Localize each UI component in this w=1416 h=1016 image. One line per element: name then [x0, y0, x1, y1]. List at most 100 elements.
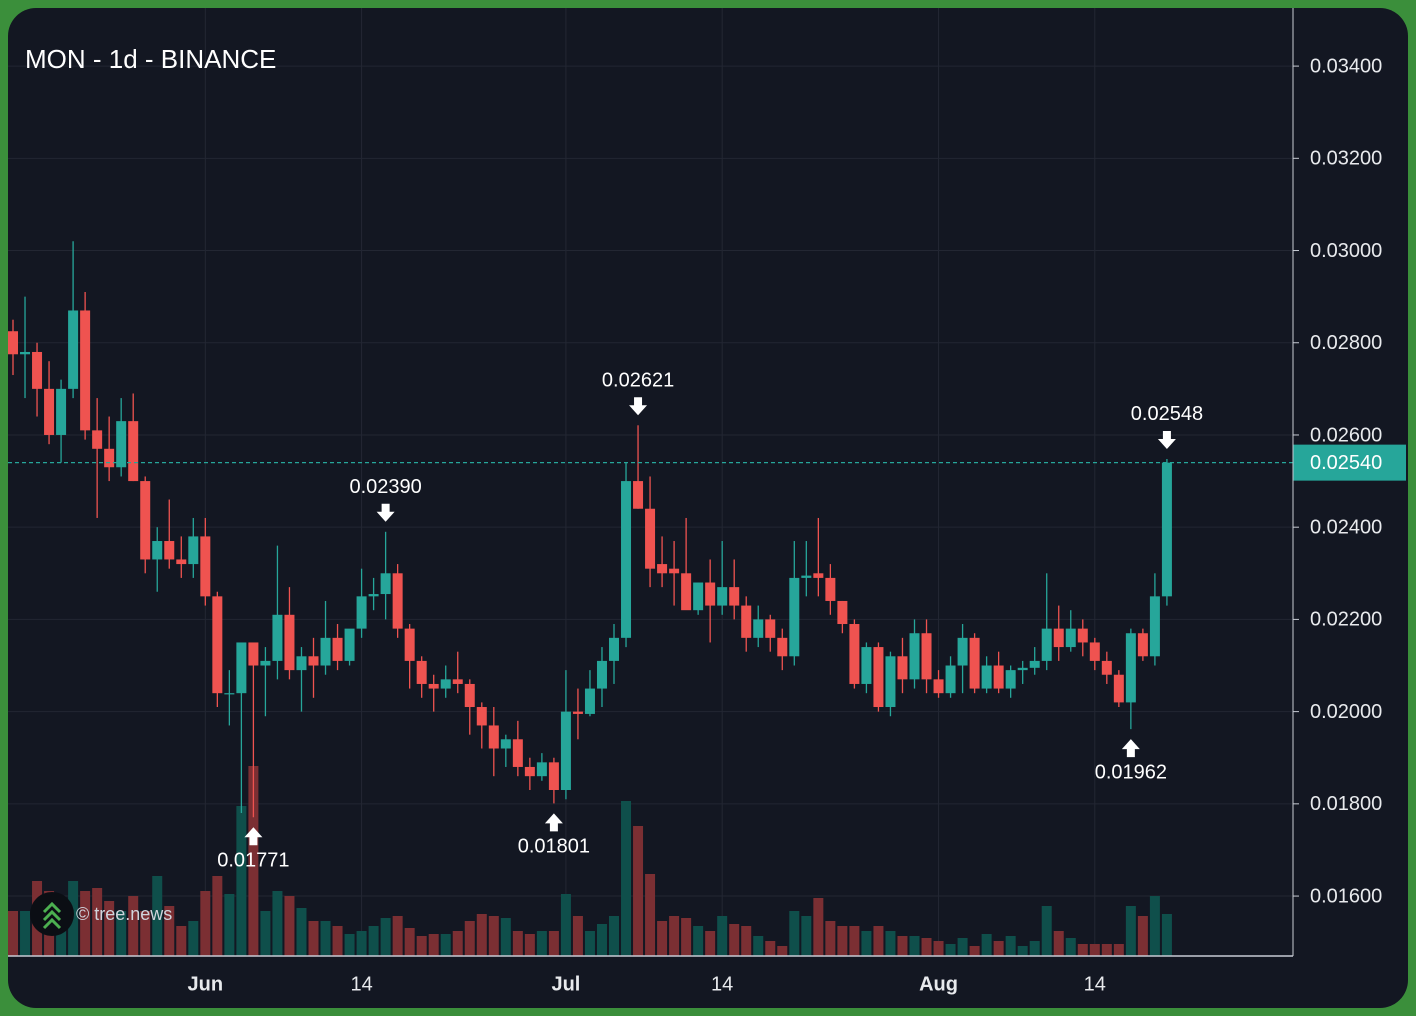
volume-bar	[104, 901, 115, 956]
volume-bar	[176, 926, 187, 956]
volume-bar	[753, 936, 764, 956]
volume-bar	[20, 911, 31, 956]
candle-body	[32, 351, 43, 389]
candle-body	[1125, 633, 1136, 703]
candle-body	[128, 421, 139, 482]
candle-body	[813, 573, 824, 578]
volume-bar	[488, 916, 499, 956]
annotation-label: 0.02548	[1131, 403, 1203, 425]
candle-body	[1029, 660, 1040, 668]
candle-body	[392, 573, 403, 629]
candle-body	[404, 628, 415, 661]
volume-bar	[825, 921, 836, 956]
y-tick-label: 0.03000	[1310, 240, 1382, 262]
volume-bar	[981, 934, 992, 956]
candle-body	[765, 619, 776, 638]
candle-body	[416, 660, 427, 684]
volume-bar	[945, 944, 956, 956]
volume-bar	[717, 916, 728, 956]
candle-body	[320, 637, 331, 666]
candle-body	[356, 596, 367, 629]
volume-bar	[380, 918, 391, 956]
candle-body	[44, 388, 55, 435]
x-tick-label: 14	[711, 973, 733, 995]
candle-body	[993, 665, 1004, 689]
logo-icon	[42, 901, 62, 930]
volume-bar	[1041, 906, 1052, 956]
candle-body	[1017, 667, 1028, 671]
candle-body	[260, 660, 271, 666]
volume-bar	[356, 931, 367, 956]
annotation-arrow	[629, 397, 648, 416]
volume-bar	[933, 941, 944, 956]
volume-bar	[669, 916, 680, 956]
volume-bar	[560, 894, 571, 956]
volume-bar	[1113, 944, 1124, 956]
candle-body	[116, 421, 127, 468]
candle-body	[296, 656, 307, 671]
candle-body	[20, 351, 31, 355]
volume-bar	[368, 926, 379, 956]
y-tick-label: 0.03400	[1310, 55, 1382, 77]
volume-bar	[837, 926, 848, 956]
candle-body	[572, 711, 583, 714]
y-tick-label: 0.01600	[1310, 885, 1382, 907]
volume-bar	[200, 891, 211, 956]
x-tick-label: Aug	[919, 973, 958, 995]
volume-bar	[92, 888, 103, 956]
volume-bar	[765, 941, 776, 956]
candle-body	[236, 642, 247, 694]
candle-body	[825, 577, 836, 601]
volume-bar	[957, 938, 968, 956]
volume-bar	[416, 936, 427, 956]
volume-bar	[1065, 938, 1076, 956]
candle-body	[212, 596, 223, 694]
volume-bar	[392, 916, 403, 956]
volume-bar	[164, 906, 175, 956]
volume-bar	[1161, 914, 1172, 956]
candle-body	[584, 688, 595, 714]
candle-body	[969, 637, 980, 689]
candle-body	[789, 577, 800, 657]
volume-bar	[849, 926, 860, 956]
candle-body	[753, 619, 764, 638]
volume-bar	[741, 926, 752, 956]
volume-bar	[1125, 906, 1136, 956]
candle-body	[92, 430, 103, 449]
candle-body	[440, 679, 451, 689]
volume-bar	[813, 898, 824, 956]
volume-bar	[476, 914, 487, 956]
candle-body	[140, 481, 151, 560]
candle-body	[176, 559, 187, 565]
candle-body	[957, 637, 968, 666]
candle-body	[693, 582, 704, 611]
volume-bar	[224, 894, 235, 956]
candle-body	[669, 568, 680, 574]
candle-body	[80, 310, 91, 431]
candle-body	[909, 633, 920, 680]
candle-body	[464, 683, 475, 708]
volume-bar	[260, 911, 271, 956]
volume-bar	[873, 926, 884, 956]
volume-bar	[789, 911, 800, 956]
watermark: © tree.news	[76, 904, 172, 924]
volume-bar	[645, 874, 656, 956]
candle-body	[368, 594, 379, 597]
candle-body	[609, 637, 619, 661]
volume-bar	[236, 806, 247, 956]
volume-bar	[80, 891, 91, 956]
x-tick-label: 14	[1084, 973, 1106, 995]
candle-body	[861, 647, 872, 684]
volume-bar	[572, 916, 583, 956]
volume-bar	[308, 921, 319, 956]
candle-body	[1077, 628, 1088, 643]
candle-body	[741, 605, 752, 638]
last-price-label: 0.02540	[1310, 452, 1382, 474]
volume-bar	[885, 931, 896, 956]
volume-bar	[596, 924, 607, 956]
candle-body	[717, 587, 728, 606]
candle-body	[801, 575, 812, 578]
annotation-arrow	[1121, 739, 1140, 758]
volume-bar	[332, 926, 343, 956]
